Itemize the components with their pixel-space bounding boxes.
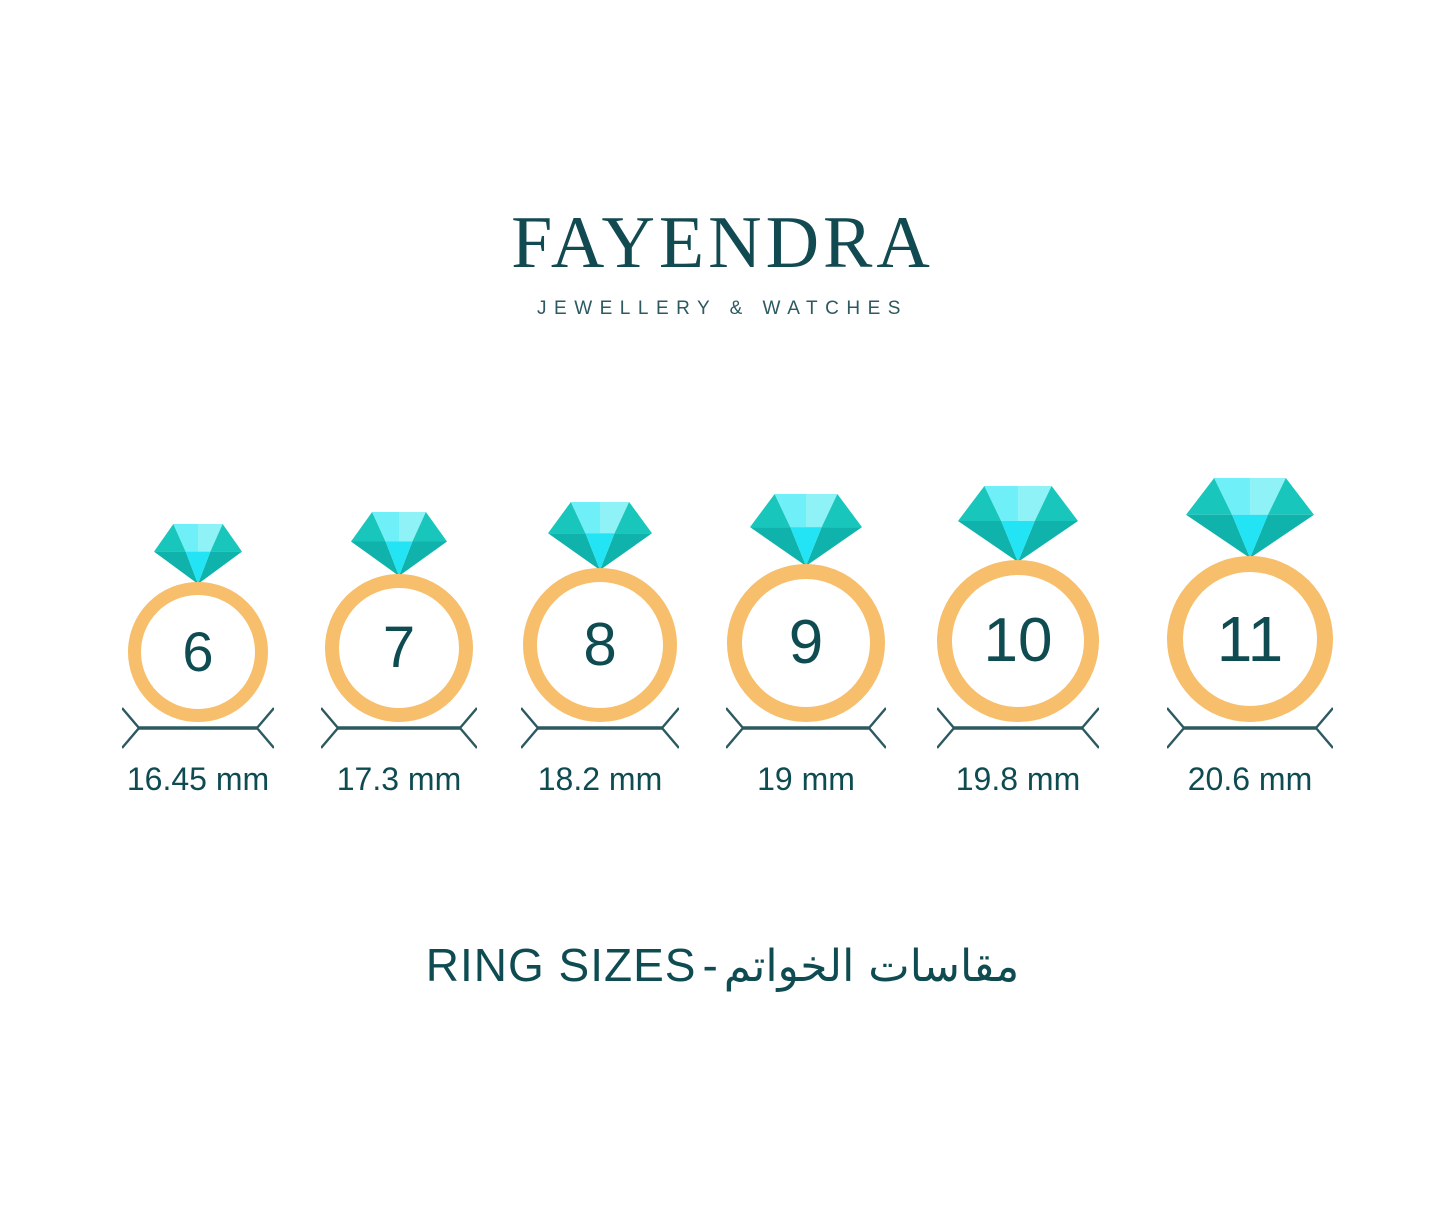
measurement-labels-row: 16.45 mm 17.3 mm 18.2 mm 19 mm 19.8 mm 20.6 m…: [0, 760, 1445, 810]
brand-logo: FAYENDRA JEWELLERY & WATCHES: [0, 206, 1445, 320]
diamond-gem-icon: [548, 502, 652, 570]
diamond-gem-icon: [1186, 478, 1314, 558]
brand-tagline: JEWELLERY & WATCHES: [537, 298, 908, 319]
ring-item[interactable]: 6: [128, 524, 268, 722]
ring-measurement-label: 16.45 mm: [126, 761, 270, 797]
ring-band: 11: [1167, 556, 1333, 722]
dimension-line-icon: [1166, 707, 1334, 749]
page-title: RING SIZES - مقاسات الخواتم: [0, 938, 1445, 992]
ring-measurement-label: 20.6 mm: [1187, 761, 1313, 797]
ring-item[interactable]: 10: [937, 486, 1099, 722]
brand-wordmark: FAYENDRA: [511, 202, 934, 284]
page-title-arabic: مقاسات الخواتم: [723, 941, 1020, 992]
dimension-line: [725, 706, 887, 755]
ring-size-label: 9: [788, 608, 824, 677]
diamond-gem-icon: [958, 486, 1078, 562]
ring-size-label: 8: [583, 611, 617, 678]
ring-size-label: 6: [182, 620, 214, 683]
dimension-line-icon: [520, 707, 680, 749]
diamond-gem-icon: [154, 524, 242, 584]
ring-size-label: 11: [1216, 603, 1284, 675]
ring-item[interactable]: 11: [1167, 478, 1333, 722]
dimension-lines-row: [0, 706, 1445, 756]
diamond-gem-icon: [750, 494, 862, 566]
ring-band: 10: [937, 560, 1099, 722]
ring-size-label: 10: [983, 606, 1053, 675]
dimension-line-icon: [936, 707, 1100, 749]
ring-item[interactable]: 7: [325, 512, 473, 722]
diamond-gem-icon: [351, 512, 447, 576]
dimension-line: [1166, 706, 1334, 755]
ring-item[interactable]: 8: [523, 502, 677, 722]
ring-measurement-label: 17.3 mm: [336, 761, 462, 797]
ring-band: 7: [325, 574, 473, 722]
dimension-line-icon: [320, 707, 478, 749]
dimension-line: [520, 706, 680, 755]
ring-measurement-label: 19 mm: [757, 761, 855, 797]
page-title-english: RING SIZES: [425, 939, 697, 991]
dimension-line-icon: [725, 707, 887, 749]
ring-band: 8: [523, 568, 677, 722]
ring-size-label: 7: [382, 615, 416, 680]
dimension-line: [121, 706, 275, 755]
page-title-separator: -: [702, 939, 718, 991]
ring-illustrations-row: 6 7 8: [0, 452, 1445, 722]
ring-measurement-label: 19.8 mm: [955, 761, 1081, 797]
dimension-line: [320, 706, 478, 755]
ring-band: 6: [128, 582, 268, 722]
ring-measurement-label: 18.2 mm: [537, 761, 663, 797]
dimension-line-icon: [121, 707, 275, 749]
ring-item[interactable]: 9: [727, 494, 885, 722]
ring-band: 9: [727, 564, 885, 722]
dimension-line: [936, 706, 1100, 755]
